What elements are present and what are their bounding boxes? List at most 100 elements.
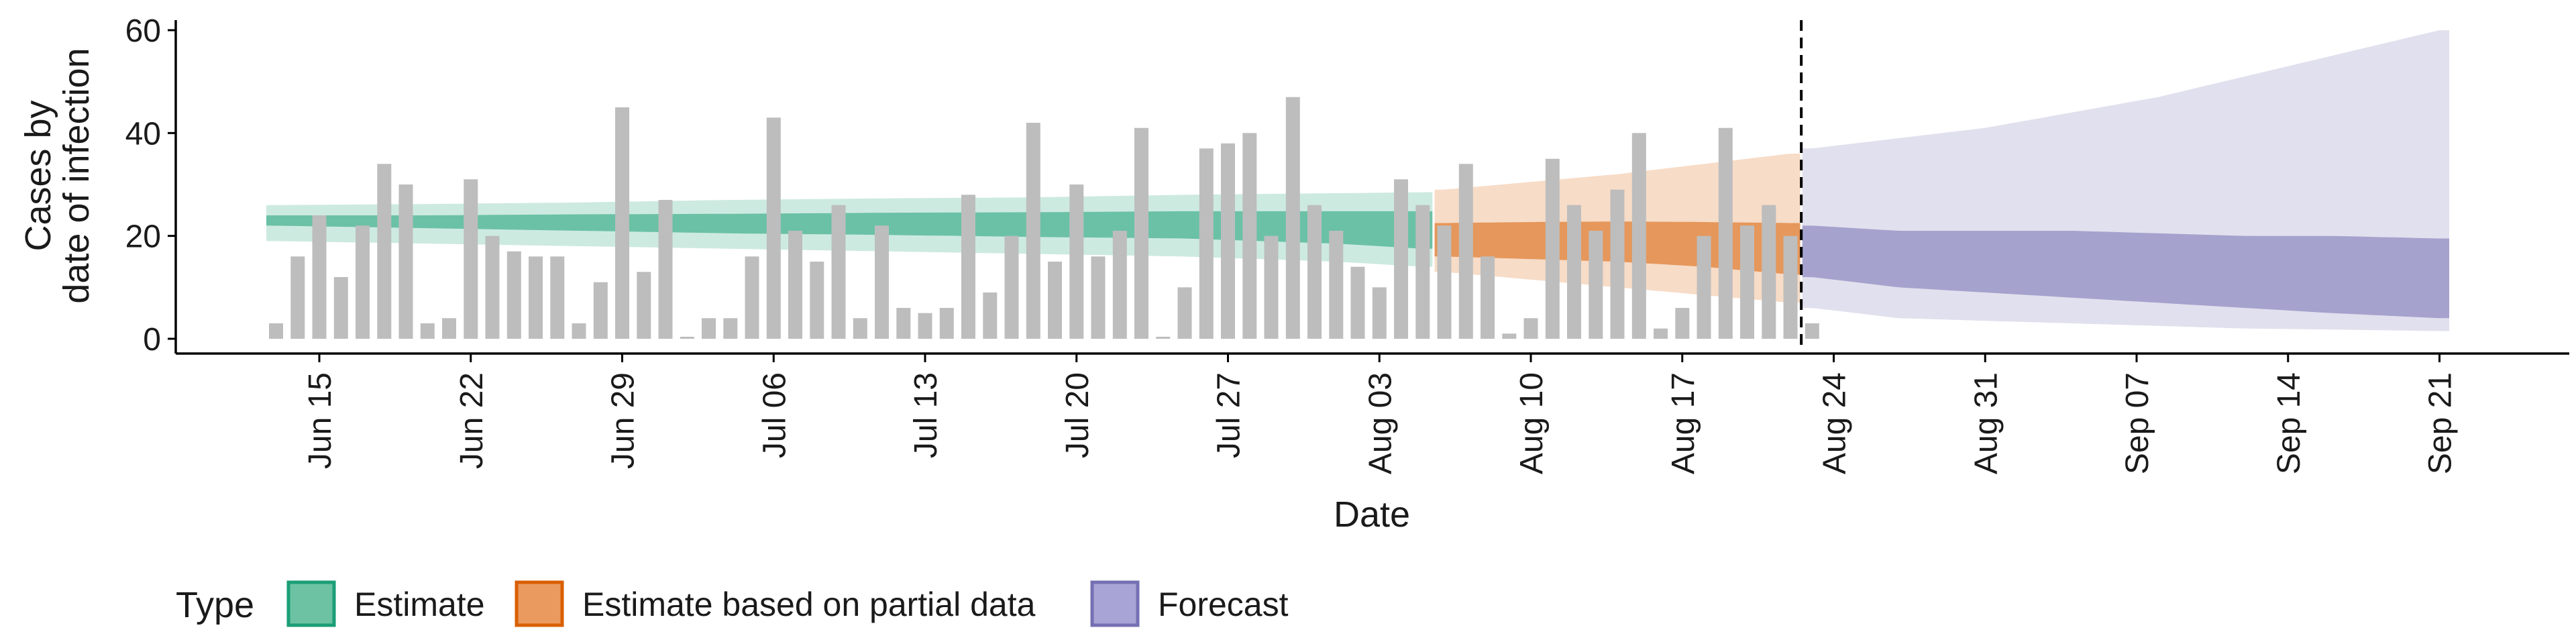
x-tick-label: Aug 17 [1666,372,1701,474]
case-bar [420,323,435,339]
legend-swatch-estimate [286,580,336,627]
case-bar [312,215,327,339]
case-bar [983,292,998,339]
case-bar [1589,231,1603,339]
case-bar [1783,235,1798,339]
legend-swatch-forecast [1090,580,1140,627]
x-axis-label: Date [1334,494,1410,535]
legend-label-partial-estimate: Estimate based on partial data [582,586,1036,623]
case-bar [529,256,543,339]
x-tick-label: Sep 14 [2271,372,2307,474]
case-bar [788,231,802,339]
case-bar [1697,235,1711,339]
case-bar [1221,143,1235,339]
case-bar [939,308,954,339]
case-bar [1048,262,1062,339]
x-tick-label: Jun 22 [454,372,490,469]
case-bar [1091,256,1106,339]
y-tick-label: 20 [125,219,161,255]
y-tick-label: 40 [125,116,161,152]
case-bar [377,164,392,339]
case-bar [680,337,694,339]
x-tick-label: Jul 20 [1060,372,1095,458]
case-bar [961,195,975,339]
case-bar [1394,179,1408,339]
x-tick-label: Aug 03 [1362,372,1398,474]
case-bar [853,318,867,339]
case-bar [658,200,673,339]
case-bar [1264,235,1279,339]
x-tick-label: Sep 07 [2120,372,2155,474]
legend-title: Type [176,585,254,625]
x-tick-label: Jul 13 [908,372,944,458]
case-bar [1242,133,1257,339]
case-bar [1502,333,1517,339]
case-bar [1805,323,1819,339]
case-bar [1610,189,1625,339]
case-bar [1329,231,1344,339]
case-bar [637,272,651,339]
case-bar [1112,231,1127,339]
case-bar [442,318,456,339]
case-bar [290,256,305,339]
case-bar [1069,184,1084,339]
case-bar [702,318,716,339]
case-bar [1156,337,1171,339]
x-tick-label: Jun 15 [303,372,338,469]
legend-swatch-partial-estimate [515,580,564,627]
x-tick-label: Jun 29 [606,372,641,469]
case-bar [1481,256,1495,339]
case-bar [1458,164,1473,339]
axes: 0 20 40 60 Jun 15 Jun 22 Jun 29 Jul 06 Jul 13 Jul… [125,13,2569,474]
case-bar [333,277,348,339]
x-tick-label: Jul 27 [1212,372,1247,458]
case-bar [918,313,932,339]
case-bar [896,308,911,339]
case-bar [1523,318,1538,339]
case-bar [1654,328,1668,339]
band-inner-forecast [1802,225,2449,319]
x-tick-label: Aug 31 [1968,372,2004,474]
case-bar [1350,266,1365,339]
x-tick-label: Sep 21 [2423,372,2459,474]
case-bar [1134,127,1148,339]
x-tick-label: Aug 24 [1817,372,1853,474]
case-bar [1004,235,1019,339]
case-bar [810,262,824,339]
case-bar [745,256,759,339]
case-bar [1545,158,1560,339]
observed-case-bars [269,97,1819,339]
case-bar [1307,205,1322,339]
y-axis-label-line2: date of infection [56,48,97,303]
case-bar [1718,127,1733,339]
case-bar [723,318,738,339]
case-bar [615,107,629,339]
case-bar [1199,148,1214,339]
legend-label-estimate: Estimate [354,586,485,623]
case-bar [485,235,500,339]
x-tick-label: Jul 06 [757,372,792,458]
case-bar [550,256,565,339]
case-bar [766,117,781,339]
y-axis-label-line1: Cases by [18,100,58,251]
case-bar [1567,205,1581,339]
case-bar [1437,225,1452,339]
y-tick-label: 60 [125,13,161,49]
case-bar [506,251,521,339]
legend: Type Estimate Estimate based on partial … [176,580,1289,627]
case-bar [269,323,283,339]
case-bar [1372,287,1387,339]
case-bar [1285,97,1300,339]
case-bar [875,225,889,339]
case-bar [572,323,586,339]
case-bar [1762,205,1776,339]
y-tick-label: 0 [143,322,161,358]
case-bar [398,184,413,339]
case-bar [356,225,370,339]
case-bar [1026,123,1040,339]
case-bar [1631,133,1646,339]
case-bar [1740,225,1754,339]
case-bar [1177,287,1192,339]
case-bar [831,205,846,339]
